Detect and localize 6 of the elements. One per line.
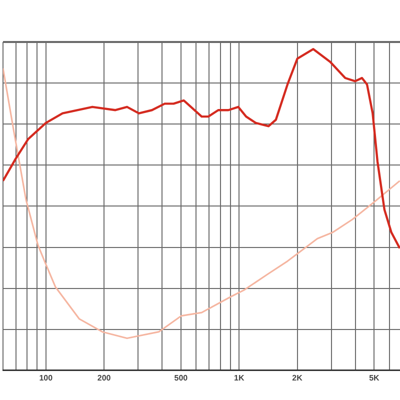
x-tick-label: 2K: [292, 373, 303, 382]
x-tick-label: 5K: [369, 373, 380, 382]
x-tick-label: 100: [39, 373, 54, 382]
x-tick-label: 500: [174, 373, 188, 382]
x-tick-label: 1K: [234, 373, 244, 382]
x-tick-label: 200: [97, 373, 112, 382]
